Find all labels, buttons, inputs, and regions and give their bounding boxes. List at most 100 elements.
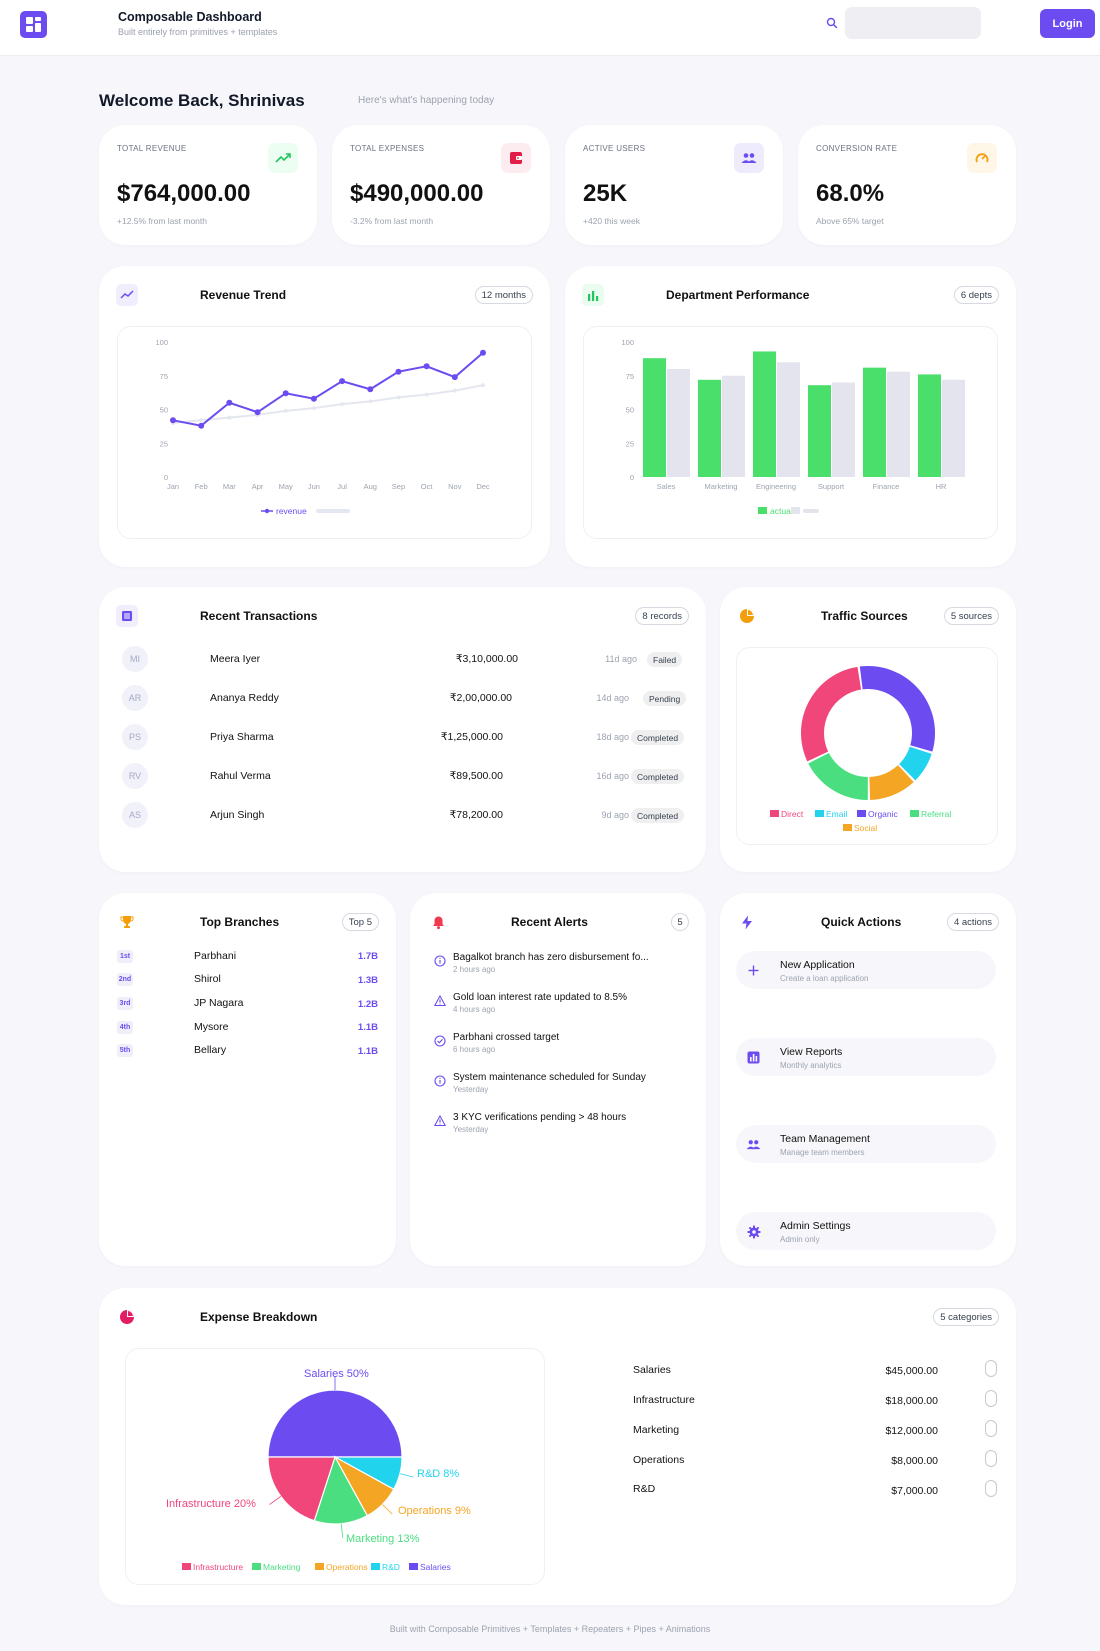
bar-actual [918,374,941,477]
depts-pill[interactable]: 6 depts [953,286,999,304]
quick-action-view-reports[interactable]: View Reports Monthly analytics [736,1038,996,1076]
expense-toggle[interactable] [985,1420,997,1437]
x-tick-label: Apr [252,482,264,491]
transaction-time: 9d ago [601,810,629,820]
data-point [254,409,261,416]
login-button[interactable]: Login [1040,9,1095,38]
sources-pill[interactable]: 5 sources [943,607,999,625]
avatar: AS [122,802,148,828]
legend-label: Operations [326,1562,368,1572]
chart-panel: 0 25 50 75 100 Sales Marketing Engineering Suppo… [583,326,998,539]
rank-badge: 5th [117,1044,133,1057]
legend-swatch [843,824,852,831]
x-tick-label: Dec [476,482,490,491]
expense-toggle[interactable] [985,1360,997,1377]
rank-badge: 1st [117,950,133,963]
quick-action-new-application[interactable]: New Application Create a loan applicatio… [736,951,996,989]
transaction-time: 11d ago [605,654,637,664]
kpi-label: CONVERSION RATE [816,144,898,153]
legend-swatch [182,1563,191,1570]
recent-alerts-card: Recent Alerts 5 Bagalkot branch has zero… [410,893,706,1266]
expense-pie-chart: Salaries 50% R&D 8% Operations 9% Marketing… [166,1368,471,1572]
categories-pill[interactable]: 5 categories [933,1308,999,1326]
quick-action-title: New Application [780,959,855,971]
range-pill[interactable]: 12 months [474,286,533,304]
expense-toggle[interactable] [985,1390,997,1407]
quick-action-admin-settings[interactable]: Admin Settings Admin only [736,1212,996,1250]
rank-badge: 2nd [117,973,133,986]
pie-chart-icon [736,605,758,627]
avatar: MI [122,646,148,672]
branch-name: JP Nagara [194,997,244,1009]
kpi-value: 68.0% [816,180,885,207]
x-tick-label: Sales [657,482,676,491]
records-pill[interactable]: 8 records [635,607,689,625]
legend-label: Direct [781,809,804,819]
bar-actual [643,358,666,477]
x-tick-label: Jul [337,482,347,491]
expense-amount: $8,000.00 [891,1455,938,1467]
quick-action-team-management[interactable]: Team Management Manage team members [736,1125,996,1163]
y-tick-label: 25 [160,439,168,448]
x-tick-label: Mar [223,482,236,491]
traffic-sources-card: Traffic Sources 5 sources Direct Email Org… [720,587,1016,872]
kpi-label: TOTAL EXPENSES [350,144,425,153]
legend-label-placeholder [803,509,819,513]
donut-slice-direct [801,666,862,762]
transaction-time: 14d ago [596,693,629,703]
card-title: Revenue Trend [200,288,287,302]
bar-actual [808,385,831,477]
bar-actual [863,367,886,477]
transaction-name: Priya Sharma [210,731,274,743]
alerts-count-pill[interactable]: 5 [671,913,689,931]
legend-swatch [315,1563,324,1570]
expense-name: Operations [633,1454,685,1466]
dashboard-logo-icon[interactable] [20,11,47,38]
donut-slice-social [869,765,914,800]
card-title: Top Branches [200,915,280,929]
search-icon[interactable] [826,17,838,29]
quick-action-subtitle: Manage team members [780,1148,865,1157]
data-point [226,399,233,406]
data-point [368,399,373,404]
kpi-card-conversion-rate: CONVERSION RATE 68.0% Above 65% target [798,125,1016,245]
pie-label: Marketing 13% [346,1533,420,1545]
pie-slice-infrastructure [267,1456,336,1522]
revenue-line-chart: 0 25 50 75 100 Jan Feb Mar Apr May Jun Jul Aug Sep Oct… [155,338,490,516]
donut-slice-organic [859,666,935,752]
expense-name: Salaries [633,1364,671,1376]
bar-chart-icon [746,1050,761,1065]
data-point [310,395,317,402]
legend-swatch [815,810,824,817]
rank-badge: 3rd [117,997,133,1010]
line-chart-icon [116,284,138,306]
expense-name: Marketing [633,1424,680,1436]
search-input[interactable] [845,7,981,39]
pie-label: Salaries 50% [304,1368,369,1380]
branch-value: 1.7B [357,951,378,962]
expense-toggle[interactable] [985,1480,997,1497]
pie-leader-line [269,1496,282,1505]
top-pill[interactable]: Top 5 [341,913,379,931]
branch-value: 1.1B [357,1022,378,1033]
kpi-card-total-revenue: TOTAL REVENUE $764,000.00 +12.5% from la… [99,125,317,245]
data-point [282,390,289,397]
data-point [339,378,346,385]
department-bar-chart: 0 25 50 75 100 Sales Marketing Engineering Suppo… [621,338,965,516]
donut-slice-email [899,746,932,781]
y-tick-label: 0 [630,473,634,482]
legend-marker [264,508,270,514]
alert-time: Yesterday [453,1085,489,1094]
actions-pill[interactable]: 4 actions [946,913,999,931]
app-subtitle: Built entirely from primitives + templat… [118,27,278,37]
expense-toggle[interactable] [985,1450,997,1467]
rank-badge: 4th [117,1021,133,1034]
bar-secondary [722,375,745,477]
chart-panel: Direct Email Organic Referral Social [736,647,998,845]
gear-icon [746,1224,761,1239]
avatar: RV [122,763,148,789]
expense-breakdown-card: Expense Breakdown 5 categories Salaries … [99,1288,1016,1605]
transaction-amount: ₹1,25,000.00 [440,731,503,743]
data-point [170,417,176,424]
x-tick-label: HR [936,482,947,491]
